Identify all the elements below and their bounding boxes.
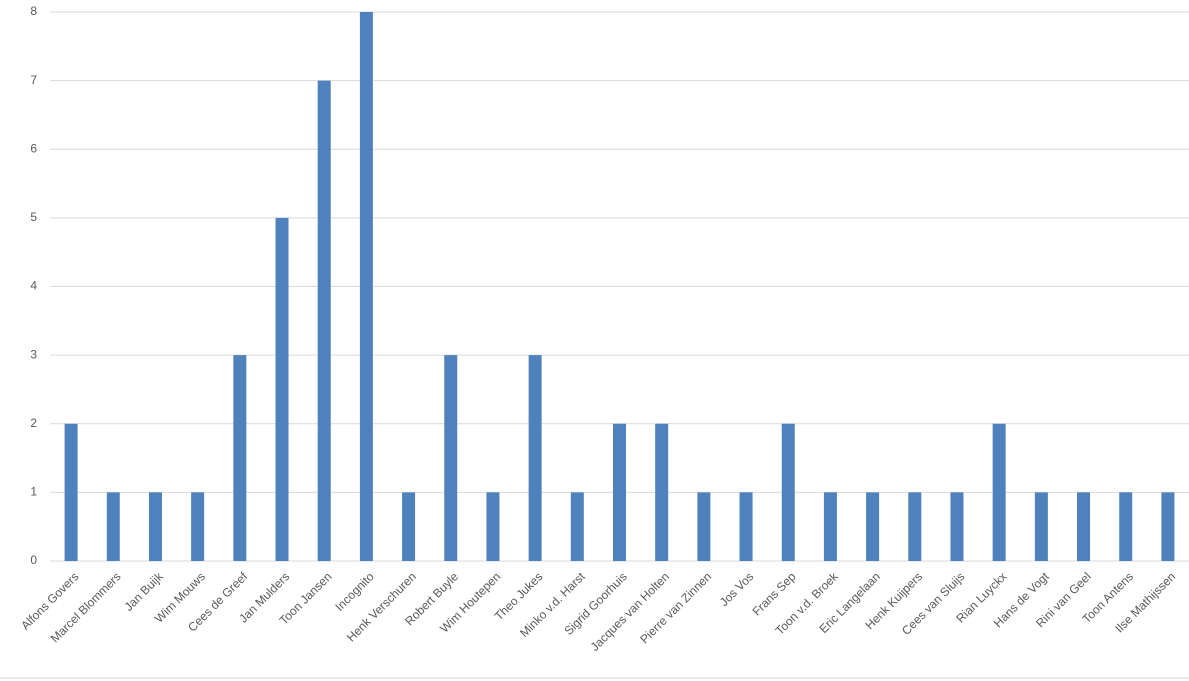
bar [781,423,795,561]
bar [148,492,162,561]
y-tick-label: 7 [30,73,37,87]
y-tick-label: 8 [30,4,37,18]
y-tick-label: 4 [30,279,37,293]
bar [233,355,247,561]
bar [191,492,205,561]
x-tick-label: Jacques van Holten [588,569,672,653]
y-tick-label: 2 [30,416,37,430]
bar [655,423,669,561]
bar [908,492,922,561]
bar [275,217,289,561]
y-tick-label: 5 [30,210,37,224]
bar [528,355,542,561]
bar [486,492,500,561]
bar [570,492,584,561]
bar [359,12,373,561]
bar [317,80,331,561]
x-tick-label: Jos Vos [717,569,757,609]
bar [1119,492,1133,561]
bar [444,355,458,561]
x-tick-label: Pierre van Zinnen [637,569,714,646]
bar [402,492,416,561]
bar [106,492,120,561]
bar [823,492,837,561]
bar [866,492,880,561]
y-tick-label: 1 [30,485,37,499]
bar [950,492,964,561]
bar [1077,492,1091,561]
bar [64,423,78,561]
y-tick-label: 6 [30,141,37,155]
y-tick-label: 3 [30,347,37,361]
y-tick-label: 0 [30,553,37,567]
bar [992,423,1006,561]
bar [613,423,626,561]
bar [739,492,753,561]
bar [1034,492,1048,561]
bar [1161,492,1175,561]
bar [697,492,711,561]
